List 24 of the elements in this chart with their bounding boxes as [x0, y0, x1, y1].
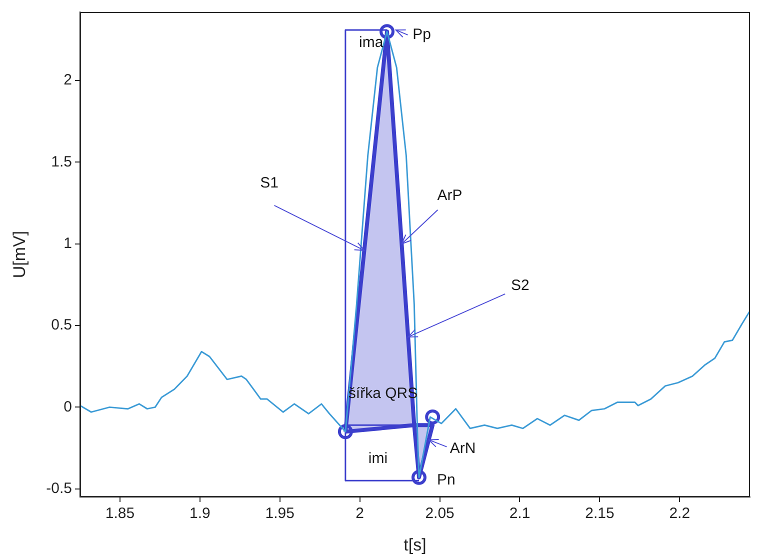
annotation: ArN	[450, 440, 476, 457]
x-tick-label: 1.85	[105, 505, 135, 522]
y-tick-label: 0	[64, 398, 72, 416]
y-tick-label: 1	[64, 235, 72, 252]
y-tick-label: 2	[64, 72, 72, 89]
x-axis-title: t[s]	[404, 535, 426, 554]
annotation: Pp	[412, 26, 431, 44]
annotation: S1	[260, 174, 278, 192]
x-tick-label: 1.95	[265, 505, 294, 522]
y-axis-title: U[mV]	[10, 230, 29, 278]
annotation: S2	[510, 277, 530, 294]
x-tick-label: 2.05	[425, 505, 454, 522]
x-tick-label: 2	[356, 505, 364, 522]
annotation: ArP	[437, 187, 462, 204]
y-tick-label: 1.5	[51, 153, 72, 170]
x-tick-label: 2.15	[585, 505, 614, 522]
x-tick-label: 2.2	[669, 505, 690, 522]
y-tick-label: 0.5	[51, 316, 72, 334]
y-tick-label: -0.5	[46, 480, 72, 497]
annotation: ima	[359, 34, 384, 52]
x-tick-label: 2.1	[509, 505, 530, 522]
annotation: imi	[368, 450, 388, 468]
x-tick-label: 1.9	[190, 505, 210, 522]
annotation: Pn	[437, 472, 456, 489]
